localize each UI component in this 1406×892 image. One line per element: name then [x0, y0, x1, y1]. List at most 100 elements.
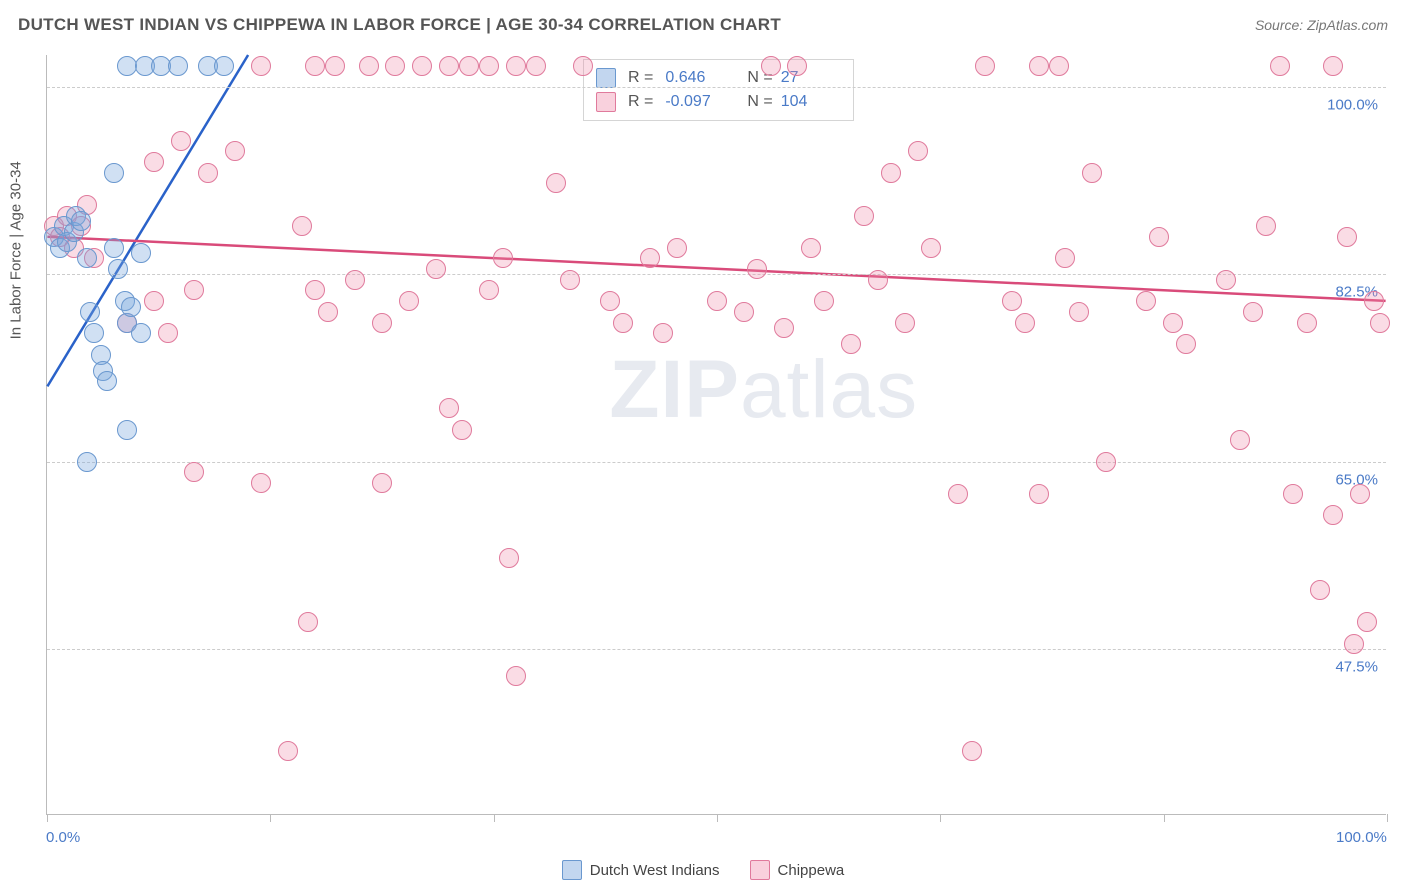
scatter-point-dwi — [121, 297, 141, 317]
scatter-point-chippewa — [1176, 334, 1196, 354]
scatter-point-chippewa — [439, 56, 459, 76]
scatter-point-chippewa — [1310, 580, 1330, 600]
scatter-point-chippewa — [1029, 484, 1049, 504]
gridline — [47, 462, 1386, 463]
gridline — [47, 87, 1386, 88]
scatter-point-dwi — [97, 371, 117, 391]
scatter-point-chippewa — [1002, 291, 1022, 311]
scatter-point-chippewa — [1323, 56, 1343, 76]
scatter-point-chippewa — [560, 270, 580, 290]
scatter-point-chippewa — [278, 741, 298, 761]
scatter-point-chippewa — [975, 56, 995, 76]
scatter-point-dwi — [80, 302, 100, 322]
scatter-point-chippewa — [1049, 56, 1069, 76]
scatter-point-chippewa — [251, 56, 271, 76]
scatter-point-chippewa — [1283, 484, 1303, 504]
scatter-plot-area: ZIPatlas R =0.646N =27R =-0.097N =104 47… — [46, 55, 1386, 815]
title-bar: DUTCH WEST INDIAN VS CHIPPEWA IN LABOR F… — [18, 15, 1388, 35]
scatter-point-chippewa — [613, 313, 633, 333]
gridline — [47, 649, 1386, 650]
stat-r-label: R = — [628, 93, 653, 111]
scatter-point-chippewa — [1082, 163, 1102, 183]
x-tick — [1164, 814, 1165, 822]
scatter-point-chippewa — [841, 334, 861, 354]
scatter-point-chippewa — [1357, 612, 1377, 632]
scatter-point-chippewa — [144, 291, 164, 311]
scatter-point-chippewa — [184, 462, 204, 482]
x-tick — [47, 814, 48, 822]
scatter-point-chippewa — [479, 280, 499, 300]
scatter-point-chippewa — [399, 291, 419, 311]
scatter-point-chippewa — [1344, 634, 1364, 654]
scatter-point-chippewa — [506, 666, 526, 686]
stat-n-value: 104 — [781, 93, 841, 111]
trend-lines — [47, 55, 1386, 814]
scatter-point-chippewa — [573, 56, 593, 76]
scatter-point-chippewa — [895, 313, 915, 333]
scatter-point-dwi — [77, 452, 97, 472]
scatter-point-chippewa — [1337, 227, 1357, 247]
scatter-point-chippewa — [1055, 248, 1075, 268]
scatter-point-dwi — [104, 163, 124, 183]
legend-item-chippewa: Chippewa — [750, 860, 845, 880]
x-tick — [270, 814, 271, 822]
scatter-point-chippewa — [868, 270, 888, 290]
scatter-point-chippewa — [439, 398, 459, 418]
x-tick — [940, 814, 941, 822]
scatter-point-dwi — [77, 248, 97, 268]
scatter-point-chippewa — [305, 56, 325, 76]
scatter-point-chippewa — [305, 280, 325, 300]
scatter-point-chippewa — [1149, 227, 1169, 247]
legend-item-dwi: Dutch West Indians — [562, 860, 720, 880]
scatter-point-dwi — [131, 243, 151, 263]
scatter-point-chippewa — [1370, 313, 1390, 333]
legend-label: Chippewa — [778, 862, 845, 879]
scatter-point-chippewa — [653, 323, 673, 343]
scatter-point-chippewa — [1323, 505, 1343, 525]
scatter-point-chippewa — [921, 238, 941, 258]
scatter-point-chippewa — [372, 313, 392, 333]
scatter-point-chippewa — [600, 291, 620, 311]
legend-label: Dutch West Indians — [590, 862, 720, 879]
scatter-point-chippewa — [251, 473, 271, 493]
scatter-point-chippewa — [372, 473, 392, 493]
scatter-point-chippewa — [1350, 484, 1370, 504]
scatter-point-chippewa — [506, 56, 526, 76]
scatter-point-chippewa — [814, 291, 834, 311]
x-axis-max-label: 100.0% — [1336, 829, 1387, 846]
x-tick — [717, 814, 718, 822]
legend-swatch-icon — [750, 860, 770, 880]
scatter-point-chippewa — [774, 318, 794, 338]
scatter-point-chippewa — [1270, 56, 1290, 76]
scatter-point-chippewa — [184, 280, 204, 300]
scatter-point-dwi — [214, 56, 234, 76]
scatter-point-chippewa — [225, 141, 245, 161]
correlation-stats-box: R =0.646N =27R =-0.097N =104 — [583, 59, 854, 121]
legend-swatch-icon — [562, 860, 582, 880]
scatter-point-dwi — [84, 323, 104, 343]
scatter-point-chippewa — [1069, 302, 1089, 322]
scatter-point-chippewa — [1297, 313, 1317, 333]
scatter-point-chippewa — [1096, 452, 1116, 472]
scatter-point-chippewa — [787, 56, 807, 76]
scatter-point-chippewa — [385, 56, 405, 76]
scatter-point-chippewa — [412, 56, 432, 76]
scatter-point-chippewa — [948, 484, 968, 504]
scatter-point-chippewa — [526, 56, 546, 76]
scatter-point-chippewa — [499, 548, 519, 568]
scatter-point-chippewa — [1163, 313, 1183, 333]
y-axis-title: In Labor Force | Age 30-34 — [8, 161, 25, 339]
scatter-point-chippewa — [801, 238, 821, 258]
scatter-point-chippewa — [761, 56, 781, 76]
scatter-point-chippewa — [325, 56, 345, 76]
watermark: ZIPatlas — [609, 343, 918, 437]
stat-r-label: R = — [628, 69, 653, 87]
scatter-point-chippewa — [854, 206, 874, 226]
scatter-point-chippewa — [479, 56, 499, 76]
scatter-point-chippewa — [318, 302, 338, 322]
chart-title: DUTCH WEST INDIAN VS CHIPPEWA IN LABOR F… — [18, 15, 781, 35]
y-tick-label: 47.5% — [1335, 659, 1378, 676]
scatter-point-chippewa — [158, 323, 178, 343]
scatter-point-chippewa — [426, 259, 446, 279]
legend: Dutch West Indians Chippewa — [0, 860, 1406, 880]
